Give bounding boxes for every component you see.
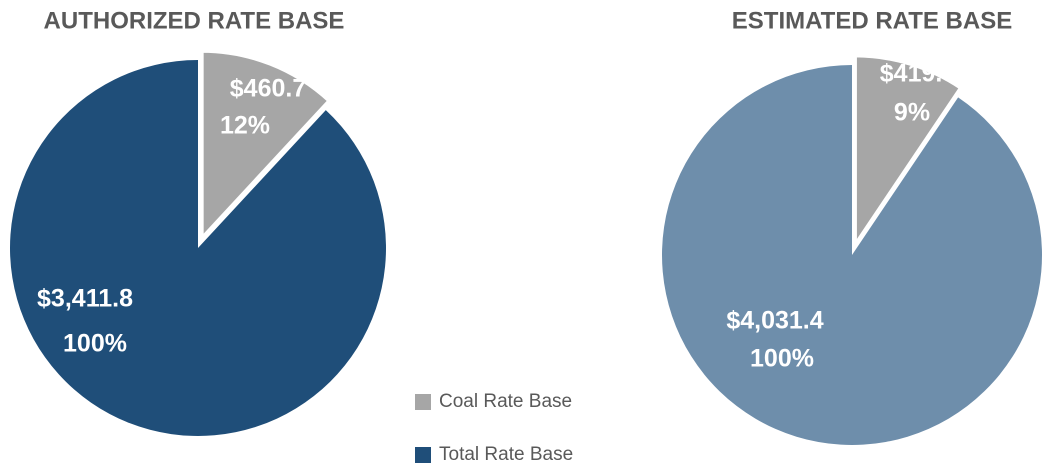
- legend-label: Coal Rate Base: [439, 391, 572, 412]
- percent-label: 12%: [220, 112, 270, 140]
- chart-title: ESTIMATED RATE BASE: [732, 7, 1012, 34]
- pie-slice: [662, 65, 1043, 446]
- chart-title: AUTHORIZED RATE BASE: [44, 7, 345, 34]
- percent-label: 9%: [894, 99, 930, 127]
- pie-slice: [199, 48, 333, 244]
- value-label: $460.7: [230, 75, 306, 103]
- value-label: $4,031.4: [726, 307, 823, 335]
- value-label: $3,411.8: [37, 285, 133, 313]
- value-label: $419.8: [880, 60, 957, 88]
- legend-swatch: [415, 394, 431, 410]
- legend-label: Total Rate Base: [439, 444, 573, 465]
- legend-swatch: [415, 447, 431, 463]
- pie-slice: [9, 60, 386, 437]
- percent-label: 100%: [750, 345, 814, 373]
- percent-label: 100%: [63, 330, 127, 358]
- pie-slice: [852, 53, 964, 252]
